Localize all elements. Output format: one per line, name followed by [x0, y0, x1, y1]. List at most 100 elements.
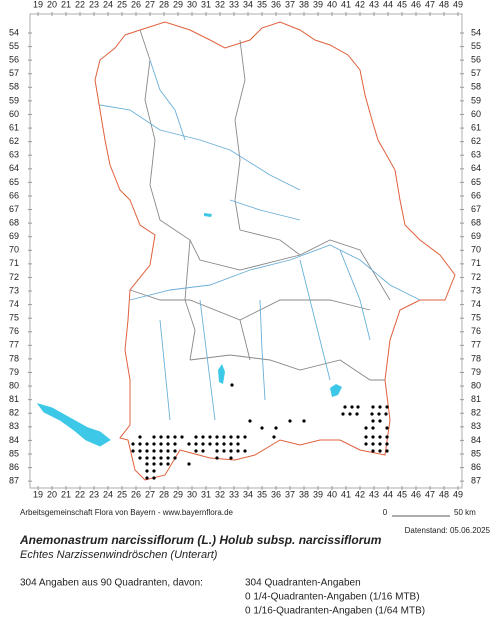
column-label: 43 — [369, 0, 379, 9]
column-label: 23 — [89, 0, 99, 9]
occurrence-dot — [166, 442, 170, 446]
row-label: 60 — [9, 109, 19, 119]
occurrence-dot — [378, 405, 382, 409]
column-label: 47 — [425, 489, 435, 499]
row-label: 54 — [9, 27, 19, 37]
occurrence-dot — [385, 442, 389, 446]
occurrence-dot — [243, 449, 247, 453]
column-label: 37 — [285, 0, 295, 9]
lake-constance — [36, 403, 111, 447]
row-label: 54 — [471, 27, 481, 37]
occurrence-dot — [378, 442, 382, 446]
occurrence-dot — [194, 449, 198, 453]
occurrence-dot — [152, 476, 156, 480]
state-border — [94, 21, 456, 481]
row-label: 79 — [9, 367, 19, 377]
row-label: 57 — [471, 68, 481, 78]
column-label: 45 — [397, 0, 407, 9]
column-label: 24 — [103, 489, 113, 499]
row-label: 85 — [9, 448, 19, 458]
row-label: 65 — [471, 177, 481, 187]
column-label: 40 — [327, 489, 337, 499]
column-label: 35 — [257, 0, 267, 9]
row-label: 62 — [471, 136, 481, 146]
occurrence-dot — [187, 462, 191, 466]
row-label: 81 — [471, 394, 481, 404]
column-label: 25 — [117, 0, 127, 9]
column-label: 29 — [173, 0, 183, 9]
column-label: 33 — [229, 489, 239, 499]
occurrence-dot — [187, 442, 191, 446]
occurrence-dot — [355, 412, 359, 416]
occurrence-dot — [371, 405, 375, 409]
column-label: 22 — [75, 0, 85, 9]
column-label: 25 — [117, 489, 127, 499]
occurrence-dot — [288, 419, 292, 423]
row-label: 72 — [9, 272, 19, 282]
row-label: 79 — [471, 367, 481, 377]
rivers — [99, 59, 421, 421]
row-label: 62 — [9, 136, 19, 146]
row-label: 87 — [9, 476, 19, 486]
row-label: 64 — [471, 163, 481, 173]
column-label: 43 — [369, 489, 379, 499]
row-label: 67 — [9, 204, 19, 214]
occurrence-dot — [378, 449, 382, 453]
occurrence-dot — [166, 435, 170, 439]
occurrence-dot — [371, 442, 375, 446]
scale-start: 0 — [383, 508, 388, 517]
row-label: 71 — [471, 258, 481, 268]
column-label: 30 — [187, 0, 197, 9]
occurrence-dot — [145, 456, 149, 460]
occurrence-dot — [208, 435, 212, 439]
column-label: 33 — [229, 0, 239, 9]
occurrence-dot — [385, 449, 389, 453]
occurrence-dot — [173, 449, 177, 453]
row-label: 56 — [9, 55, 19, 65]
occurrence-dot — [229, 456, 233, 460]
occurrence-dot — [173, 442, 177, 446]
occurrence-dot — [364, 442, 368, 446]
column-label: 21 — [61, 489, 71, 499]
lake — [204, 213, 342, 397]
occurrence-dot — [222, 435, 226, 439]
row-label: 58 — [9, 82, 19, 92]
date: Datenstand: 05.06.2025 — [405, 526, 491, 535]
occurrence-dot — [166, 456, 170, 460]
column-label: 19 — [33, 489, 43, 499]
occurrence-dot — [385, 426, 389, 430]
title: Anemonastrum narcissiflorum (L.) Holub s… — [19, 533, 382, 547]
occurrence-dot — [145, 476, 149, 480]
occurrence-dot — [248, 419, 252, 423]
column-label: 32 — [215, 0, 225, 9]
occurrence-dot — [371, 426, 375, 430]
row-label: 66 — [9, 190, 19, 200]
occurrence-dot — [145, 442, 149, 446]
row-label: 69 — [471, 231, 481, 241]
row-label: 84 — [471, 435, 481, 445]
row-label: 59 — [471, 95, 481, 105]
occurrence-dot — [152, 469, 156, 473]
row-label: 78 — [9, 353, 19, 363]
occurrence-dot — [166, 449, 170, 453]
column-label: 31 — [201, 489, 211, 499]
column-label: 22 — [75, 489, 85, 499]
occurrence-dot — [236, 442, 240, 446]
occurrence-dot — [145, 469, 149, 473]
occurrence-dot — [194, 435, 198, 439]
row-label: 58 — [471, 82, 481, 92]
column-label: 30 — [187, 489, 197, 499]
column-label: 24 — [103, 0, 113, 9]
map-frame — [29, 13, 463, 489]
occurrence-dot — [385, 405, 389, 409]
occurrence-dot — [377, 412, 381, 416]
column-label: 49 — [453, 0, 463, 9]
column-label: 34 — [243, 0, 253, 9]
column-label: 46 — [411, 489, 421, 499]
column-label: 20 — [47, 0, 57, 9]
row-label: 81 — [9, 394, 19, 404]
breakdown-line: 304 Quadranten-Angaben — [245, 578, 361, 589]
district-borders — [129, 29, 391, 381]
occurrence-dot — [201, 449, 205, 453]
